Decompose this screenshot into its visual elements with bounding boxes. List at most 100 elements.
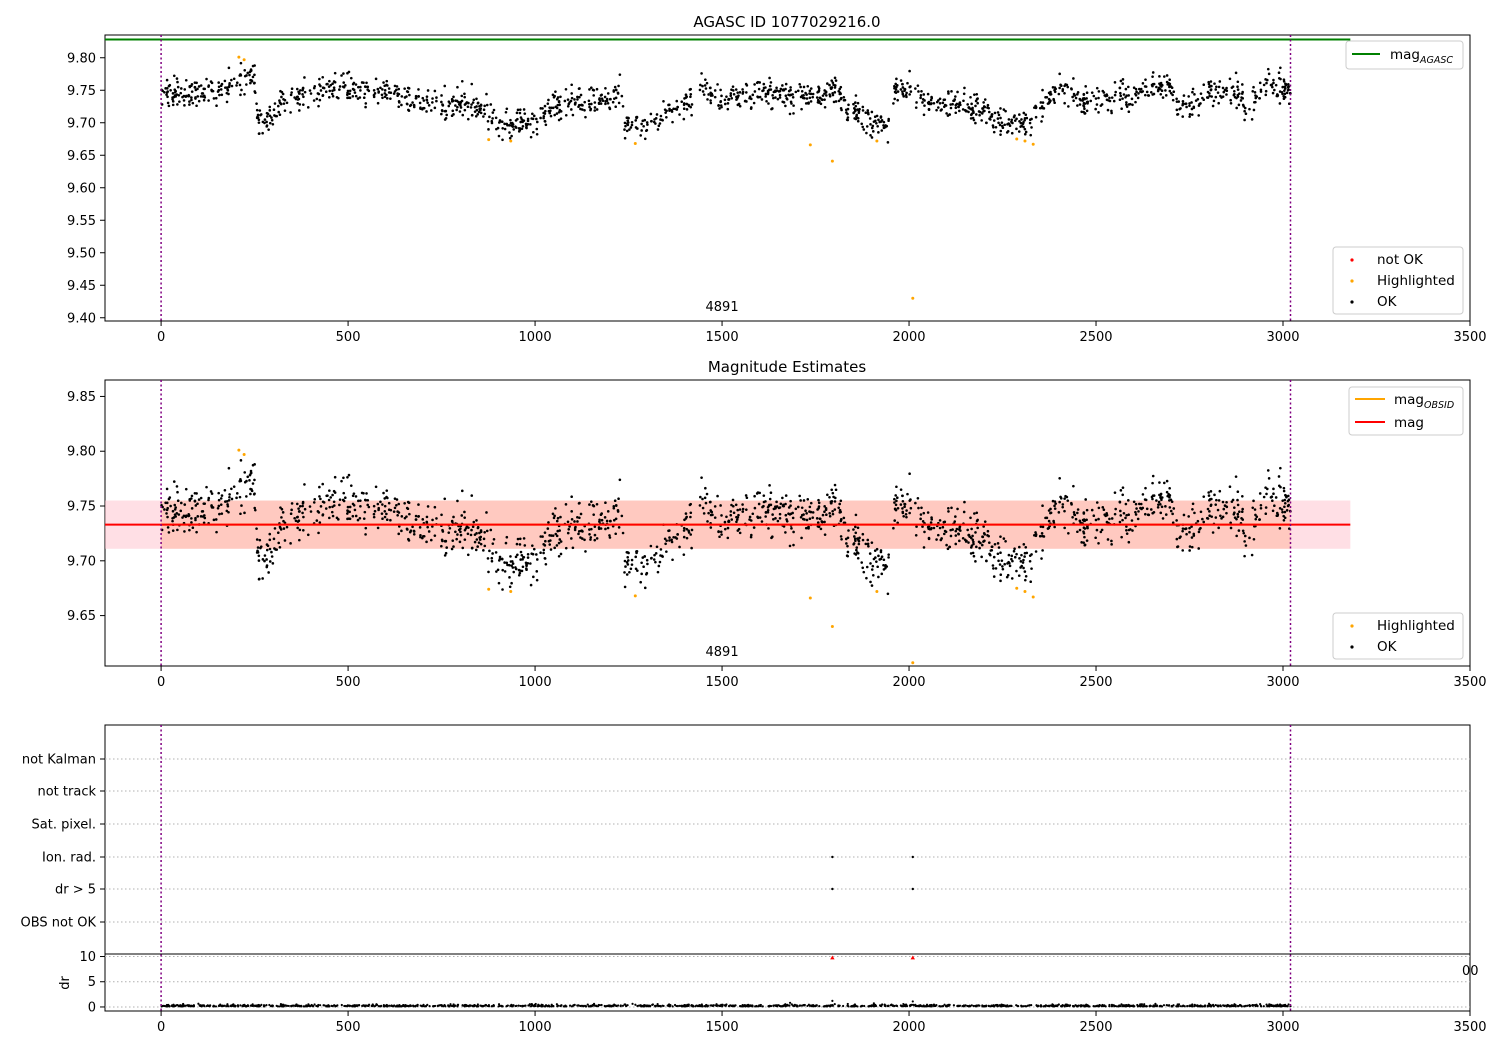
ok-point: [367, 89, 371, 93]
ok-point: [623, 121, 627, 125]
ok-point: [1089, 99, 1093, 103]
ok-point: [317, 531, 320, 535]
ok-point: [427, 530, 431, 533]
ok-point: [456, 499, 459, 503]
ok-point: [278, 99, 281, 102]
ok-point: [757, 87, 761, 91]
ok-point: [645, 571, 649, 575]
dr-point: [671, 1005, 674, 1008]
ok-point: [227, 466, 231, 470]
ok-point: [331, 514, 335, 518]
ok-point: [709, 526, 713, 529]
ok-point: [512, 570, 516, 574]
ok-point: [492, 537, 496, 541]
ok-point: [1110, 109, 1113, 113]
ok-point: [238, 83, 242, 87]
ok-point: [1259, 90, 1263, 93]
ok-point: [465, 101, 469, 104]
panel-agasc-frame: [104, 34, 1471, 322]
ok-point: [542, 548, 546, 552]
dr-point: [517, 1004, 520, 1007]
ok-point: [1021, 561, 1025, 564]
ok-point: [265, 115, 269, 118]
dr-point: [987, 1004, 990, 1007]
ok-point: [385, 79, 389, 83]
ok-point: [1211, 531, 1215, 534]
ok-point: [678, 545, 681, 549]
ok-point: [833, 508, 837, 511]
ok-point: [392, 92, 396, 95]
ok-point: [839, 85, 843, 89]
ok-point: [1278, 507, 1282, 510]
ok-point: [445, 113, 449, 117]
ok-point: [385, 83, 388, 87]
ok-point: [309, 510, 313, 513]
ok-point: [896, 521, 899, 525]
dr-outlier-marker: [830, 955, 835, 960]
ok-point: [1214, 516, 1218, 519]
ok-point: [1127, 513, 1130, 517]
dr-point: [550, 1003, 553, 1006]
ok-point: [303, 76, 306, 79]
ok-point: [954, 106, 958, 110]
ok-point: [765, 99, 768, 103]
ok-point: [518, 537, 522, 541]
ok-point: [775, 86, 778, 90]
ok-point: [294, 97, 298, 101]
ok-point: [1241, 507, 1244, 511]
ok-point: [294, 519, 298, 523]
ok-point: [1023, 127, 1027, 131]
x-tick-label: 1500: [706, 330, 739, 345]
ok-point: [460, 94, 464, 98]
ok-point: [364, 105, 367, 109]
ok-point: [741, 503, 744, 506]
highlighted-point: [509, 139, 513, 143]
ok-point: [176, 499, 180, 503]
ok-point: [1210, 515, 1214, 518]
ok-point: [249, 487, 252, 491]
dr-point: [739, 1005, 742, 1008]
ok-point: [1092, 94, 1096, 98]
ok-point: [654, 122, 657, 125]
dr-point: [1219, 1004, 1222, 1007]
ok-point: [460, 514, 464, 517]
ok-point: [980, 112, 984, 115]
ok-point: [173, 94, 177, 97]
ok-point: [1252, 108, 1256, 112]
x-tick-label: 3500: [1453, 1020, 1486, 1035]
dr-point: [1244, 1004, 1248, 1007]
ok-point: [903, 87, 907, 91]
ok-point: [194, 516, 197, 520]
ok-point: [821, 94, 825, 97]
ok-point: [1053, 90, 1057, 94]
ok-point: [1113, 491, 1117, 494]
ok-point: [997, 559, 1000, 563]
ok-point: [372, 512, 376, 516]
ok-point: [1172, 90, 1176, 94]
ok-point: [908, 93, 911, 96]
dr-point: [833, 1003, 836, 1006]
ok-point: [655, 113, 659, 116]
ok-point: [990, 113, 994, 116]
ok-point: [1175, 97, 1178, 101]
ok-point: [409, 103, 413, 107]
ok-point: [190, 517, 193, 520]
ok-point: [941, 101, 945, 105]
ok-point: [1094, 536, 1097, 540]
dr-point: [1115, 1005, 1119, 1008]
ok-point: [387, 501, 391, 505]
dr-point: [322, 1004, 325, 1007]
ok-point: [207, 99, 210, 102]
ok-point: [215, 104, 218, 108]
ok-point: [774, 90, 777, 93]
ok-point: [976, 101, 979, 105]
dr-tick-label: 0: [88, 1000, 96, 1015]
ok-point: [508, 136, 512, 140]
ok-point: [1034, 533, 1038, 536]
ok-point: [608, 534, 611, 537]
ok-point: [713, 95, 717, 99]
ok-point: [939, 538, 943, 542]
ok-point: [354, 495, 358, 498]
ok-point: [1208, 85, 1211, 89]
ok-point: [834, 488, 838, 492]
